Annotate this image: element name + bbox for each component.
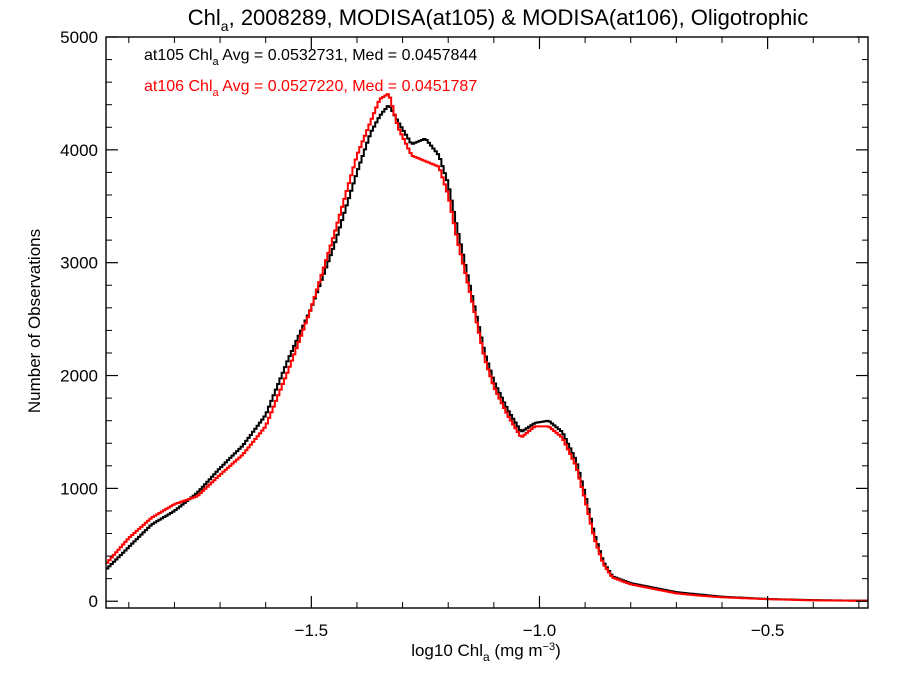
x-axis-label-subscript: a xyxy=(483,650,490,664)
x-tick-label: −0.5 xyxy=(751,621,785,640)
legend-at106-subscript: a xyxy=(213,87,220,99)
y-tick-label: 4000 xyxy=(60,141,98,160)
tick-layer: −1.5 −1.0 −0.5 0 1000 2000 3000 4000 5000 xyxy=(60,28,868,640)
x-tick-label: −1.0 xyxy=(523,621,557,640)
legend-at106-prefix: at106 Chl xyxy=(144,78,213,95)
series-layer xyxy=(106,93,868,602)
legend-at105-suffix: Avg = 0.0532731, Med = 0.0457844 xyxy=(219,47,478,64)
chart-title: Chla, 2008289, MODISA(at105) & MODISA(at… xyxy=(188,5,808,34)
legend-entry-at105: at105 Chla Avg = 0.0532731, Med = 0.0457… xyxy=(144,47,477,68)
y-axis-label: Number of Observations xyxy=(25,229,44,413)
x-axis-label-suffix: ) xyxy=(555,641,561,660)
y-tick-label: 5000 xyxy=(60,28,98,47)
chart-title-suffix: , 2008289, MODISA(at105) & MODISA(at106)… xyxy=(229,5,809,30)
plot-frame xyxy=(105,36,869,609)
legend-entry-at106: at106 Chla Avg = 0.0527220, Med = 0.0451… xyxy=(144,78,477,99)
legend-at105-prefix: at105 Chl xyxy=(144,47,213,64)
x-axis-label-prefix: log10 Chl xyxy=(411,641,483,660)
chart-title-prefix: Chl xyxy=(188,5,221,30)
x-axis-label-mid: (mg m xyxy=(490,641,543,660)
y-tick-label: 2000 xyxy=(60,367,98,386)
x-axis-label-superscript: −3 xyxy=(543,641,556,653)
y-tick-label: 3000 xyxy=(60,254,98,273)
y-tick-label: 0 xyxy=(89,592,98,611)
legend-at105-subscript: a xyxy=(213,56,220,68)
y-tick-label: 1000 xyxy=(60,479,98,498)
series-line-at105 xyxy=(106,105,868,602)
x-axis-label: log10 Chla (mg m−3) xyxy=(411,641,561,664)
chart-title-subscript: a xyxy=(221,18,229,34)
series-line-at106 xyxy=(106,93,868,602)
legend-at106-suffix: Avg = 0.0527220, Med = 0.0451787 xyxy=(219,78,478,95)
x-tick-label: −1.5 xyxy=(295,621,329,640)
